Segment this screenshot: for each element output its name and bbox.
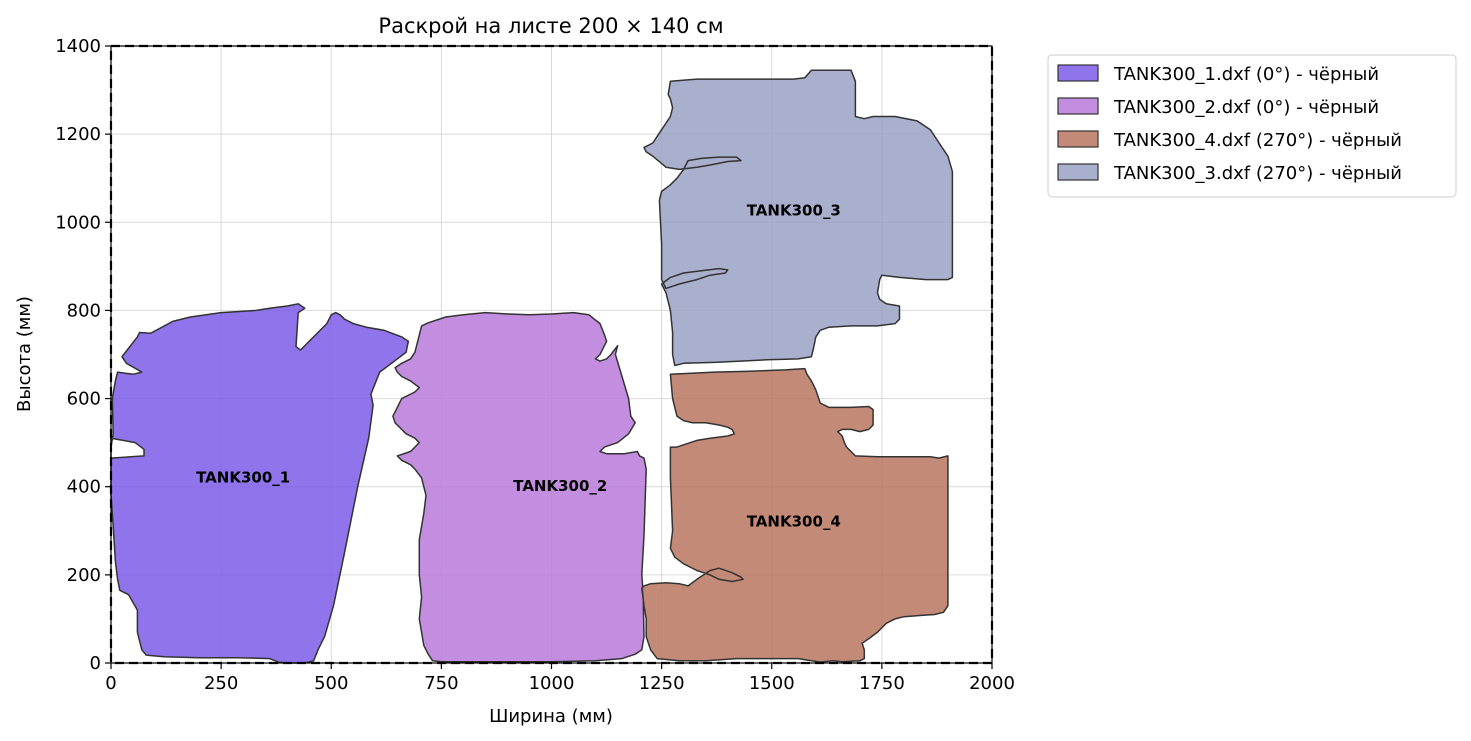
y-tick-label: 1400 — [55, 36, 101, 57]
legend-swatch — [1057, 163, 1099, 181]
part-shape-4 — [643, 69, 954, 367]
legend-swatch — [1057, 130, 1099, 148]
x-tick-label: 0 — [105, 673, 116, 694]
plot-frame — [110, 45, 993, 664]
part-shape-1 — [110, 303, 410, 664]
x-tick-label: 500 — [314, 673, 348, 694]
legend-entry: TANK300_2.dxf (0°) - чёрный — [1113, 97, 1379, 118]
x-tick-label: 1750 — [859, 673, 905, 694]
x-tick-label: 1250 — [639, 673, 685, 694]
x-tick-label: 1500 — [749, 673, 795, 694]
x-axis-title: Ширина (мм) — [489, 706, 613, 727]
parts-layer: TANK300_1 TANK300_2 TANK300_4 TANK300_3 — [110, 69, 954, 664]
legend: TANK300_1.dxf (0°) - чёрный TANK300_2.dxf… — [1047, 54, 1457, 198]
part-label-4: TANK300_3 — [747, 202, 841, 220]
x-tick-label: 2000 — [969, 673, 1015, 694]
y-tick-label: 1000 — [55, 212, 101, 233]
x-tick-label: 1000 — [529, 673, 575, 694]
x-tick-label: 750 — [424, 673, 458, 694]
legend-entry: TANK300_3.dxf (270°) - чёрный — [1113, 163, 1402, 184]
part-label-1: TANK300_1 — [196, 468, 290, 486]
part-shape-3 — [641, 367, 949, 663]
part-label-2: TANK300_2 — [513, 477, 607, 495]
y-tick-label: 800 — [67, 300, 101, 321]
y-axis-title: Высота (мм) — [14, 296, 35, 412]
x-tick-label: 250 — [204, 673, 238, 694]
legend-swatch — [1057, 64, 1099, 82]
y-tick-label: 0 — [90, 653, 101, 674]
part-shape-2 — [392, 311, 647, 663]
y-tick-label: 1200 — [55, 124, 101, 145]
y-tick-label: 200 — [67, 565, 101, 586]
legend-frame — [1047, 54, 1457, 198]
part-label-3: TANK300_4 — [747, 512, 841, 530]
y-tick-label: 600 — [67, 389, 101, 410]
axes: 0 250 500 750 1000 1250 1500 1750 2000 0 200 400 600… — [55, 36, 1015, 694]
legend-swatch — [1057, 97, 1099, 115]
legend-entry: TANK300_4.dxf (270°) - чёрный — [1113, 130, 1402, 151]
legend-entry: TANK300_1.dxf (0°) - чёрный — [1113, 64, 1379, 85]
chart-title: Раскрой на листе 200 × 140 см — [378, 14, 723, 38]
y-tick-label: 400 — [67, 477, 101, 498]
